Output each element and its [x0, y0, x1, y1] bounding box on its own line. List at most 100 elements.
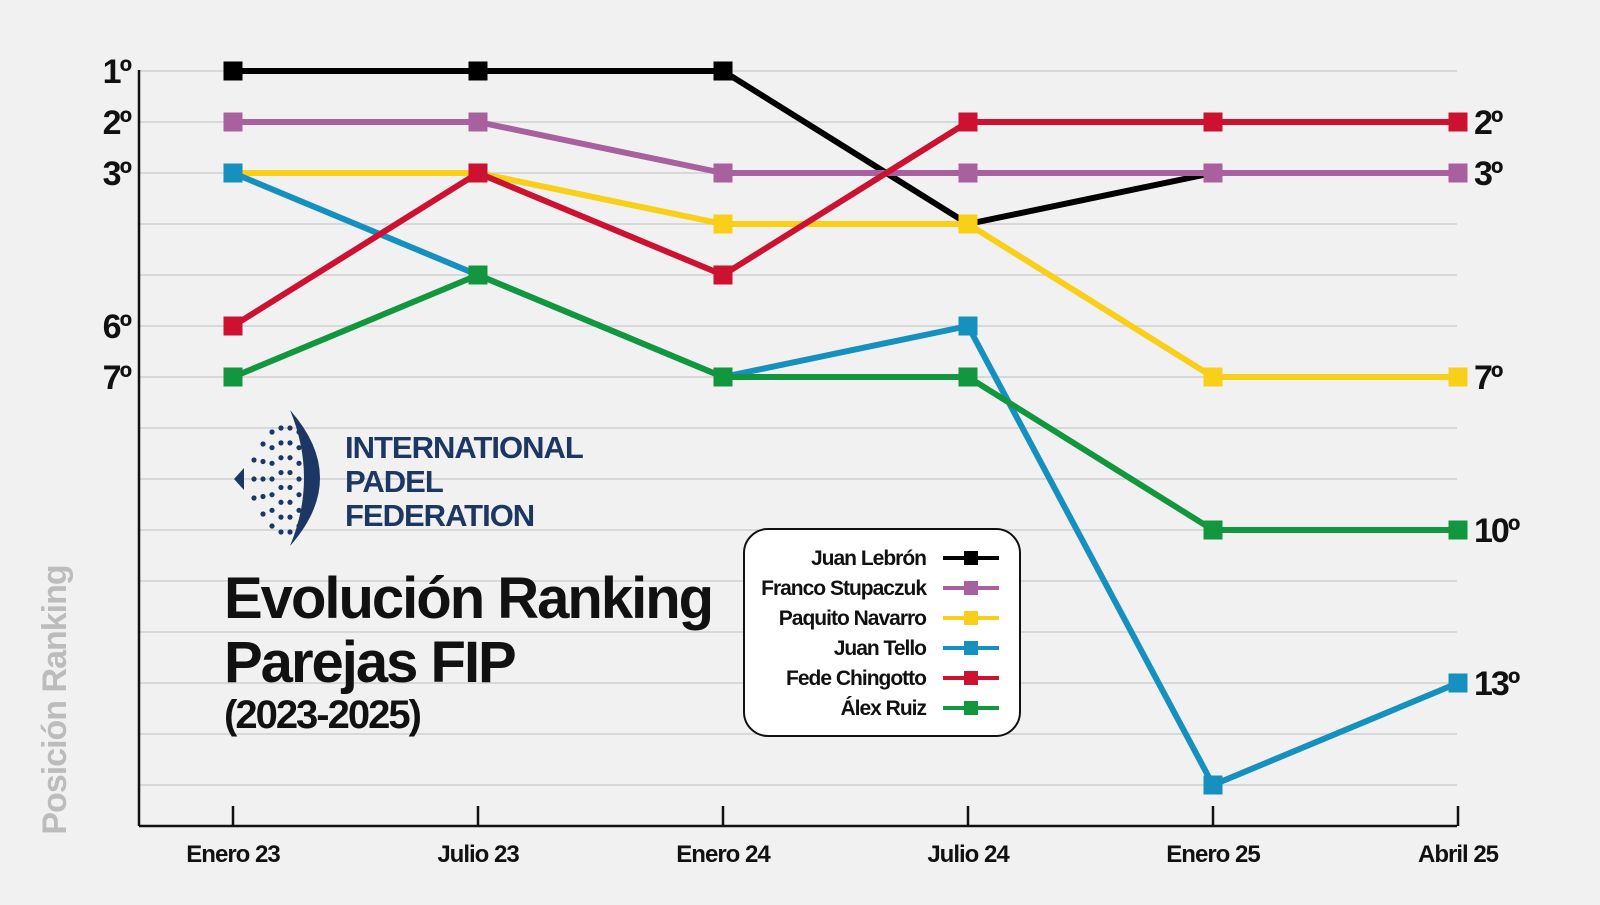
logo-dot — [251, 495, 257, 501]
end-label: 10º — [1474, 512, 1520, 550]
logo-dot — [296, 492, 302, 498]
logo-dot — [296, 507, 302, 513]
legend-swatch-marker — [964, 701, 978, 715]
data-point — [1203, 775, 1223, 795]
logo-dot — [278, 425, 284, 431]
logo-dot — [287, 425, 293, 431]
logo-arrow-icon — [234, 468, 244, 490]
data-point — [1448, 112, 1468, 132]
data-point — [223, 163, 243, 183]
logo-dot — [287, 514, 293, 520]
chart-subtitle: (2023-2025) — [224, 693, 421, 737]
logo-dot — [269, 460, 275, 466]
legend-label: Álex Ruiz — [840, 697, 926, 720]
chart-title: Evolución Ranking — [224, 566, 712, 631]
end-label: 3º — [1474, 155, 1503, 193]
logo-dot — [278, 455, 284, 461]
series — [223, 61, 1468, 795]
data-point — [223, 367, 243, 387]
series-4 — [223, 112, 1468, 336]
logo-dot — [278, 469, 284, 476]
logo-dot — [251, 476, 257, 482]
logo-dot — [287, 469, 293, 476]
x-tick-label: Julio 23 — [437, 841, 519, 868]
logo-dot — [269, 445, 275, 451]
logo-dot — [296, 445, 302, 451]
legend-label: Fede Chingotto — [786, 667, 926, 690]
y-tick-label: 7º — [103, 359, 132, 397]
data-point — [1448, 520, 1468, 540]
x-tick-label: Enero 23 — [186, 841, 280, 868]
series-line — [233, 119, 1458, 176]
data-point — [1448, 367, 1468, 387]
logo-dot — [278, 499, 284, 505]
series-line — [231, 272, 1458, 533]
x-tick-label: Enero 25 — [1166, 841, 1260, 868]
legend-item: Juan Lebrón — [811, 547, 999, 570]
data-point — [468, 112, 488, 132]
chart-title-line2: Parejas FIP — [224, 630, 515, 695]
legend-swatch-marker — [964, 641, 978, 655]
logo-dot — [287, 484, 293, 491]
data-point — [958, 163, 978, 183]
logo-dot — [269, 507, 275, 513]
series-line — [233, 170, 1458, 380]
data-point — [468, 163, 488, 183]
logo-dot — [287, 529, 293, 535]
legend-item: Fede Chingotto — [786, 667, 999, 690]
axes — [137, 70, 1457, 828]
logo-line1: INTERNATIONAL — [345, 430, 583, 465]
data-point — [958, 316, 978, 336]
legend-label: Juan Tello — [834, 637, 926, 660]
legend-label: Juan Lebrón — [811, 547, 926, 570]
data-point — [1203, 163, 1223, 183]
data-point — [1448, 163, 1468, 183]
logo-dot — [278, 484, 284, 491]
logo-line3: FEDERATION — [345, 498, 534, 533]
series-line — [231, 170, 1460, 788]
y-axis-label: Posición Ranking — [36, 565, 74, 834]
data-point — [958, 214, 978, 234]
logo-dot — [260, 511, 266, 517]
data-point — [713, 367, 733, 387]
series-1 — [223, 112, 1468, 183]
logo-dot — [269, 476, 275, 482]
legend-label: Franco Stupaczuk — [761, 577, 927, 600]
data-point — [958, 112, 978, 132]
data-point — [713, 163, 733, 183]
data-point — [468, 265, 488, 285]
data-point — [1203, 112, 1223, 132]
series-line — [231, 119, 1458, 329]
y-tick-labels: 1º 2º 3º 6º 7º — [103, 53, 134, 397]
data-point — [1448, 673, 1468, 693]
legend-swatch-marker — [964, 581, 978, 595]
x-tick-labels: Enero 23 Julio 23 Enero 24 Julio 24 Enero 25… — [186, 806, 1500, 868]
x-tick-label: Julio 24 — [927, 841, 1010, 868]
y-tick-label: 1º — [103, 53, 132, 91]
legend-label: Paquito Navarro — [779, 607, 926, 630]
data-point — [223, 112, 243, 132]
y-tick-label: 3º — [103, 155, 132, 193]
legend-item: Paquito Navarro — [779, 607, 999, 630]
end-labels: 2º 3º 7º 10º 13º — [1474, 104, 1522, 703]
series-5 — [223, 265, 1468, 540]
logo-line2: PADEL — [345, 464, 443, 499]
legend-items: Juan Lebrón Franco Stupaczuk Paquito Navar… — [761, 547, 999, 720]
logo-dot — [269, 492, 275, 498]
y-tick-label: 6º — [103, 308, 132, 346]
legend-item: Franco Stupaczuk — [761, 577, 999, 600]
data-point — [958, 367, 978, 387]
data-point — [223, 316, 243, 336]
logo-dot — [287, 440, 293, 446]
logo-dot — [278, 514, 284, 520]
end-label: 7º — [1474, 359, 1503, 397]
y-tick-label: 2º — [103, 104, 132, 142]
logo-dot — [287, 455, 293, 461]
logo-dot — [260, 441, 266, 447]
series-0 — [223, 61, 1468, 234]
legend-box — [743, 528, 1021, 737]
logo-dot — [251, 457, 257, 463]
logo-dots-icon — [251, 425, 311, 535]
